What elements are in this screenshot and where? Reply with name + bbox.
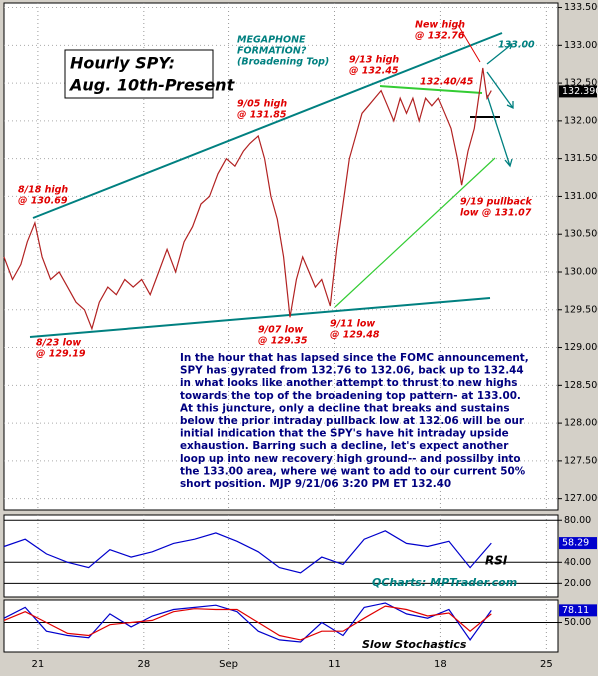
commentary-line: exhaustion. Barring such a decline, let'… [180,440,509,452]
annotation: 9/13 high [349,55,399,66]
y-tick-label: 128.0000 [564,418,598,429]
annotation: MEGAPHONE [237,35,306,46]
y-tick-label: 133.5000 [564,2,598,13]
chart-title: Aug. 10th-Present [68,76,236,95]
data-line [3,530,492,574]
x-tick-label: 11 [328,659,341,670]
data-line [3,602,492,643]
annotation: @ 132.45 [349,66,399,77]
y-tick-label: 129.0000 [564,342,598,353]
commentary-line: In the hour that has lapsed since the FO… [180,352,529,364]
data-line [3,67,492,331]
y-tick-label: 128.5000 [564,380,598,391]
last-value-label: 132.3900 [562,86,598,97]
y-tick-label: 132.5000 [564,78,598,89]
commentary-line: short position. MJP 9/21/06 3:20 PM ET 1… [180,478,451,490]
annotation: 9/19 pullback [460,197,533,208]
annotation: (Broadening Top) [237,57,329,68]
x-tick-label: 21 [32,659,45,670]
annotation: 9/11 low [330,319,375,330]
annotation: 9/07 low [258,325,303,336]
annotation: @ 129.48 [330,330,380,341]
commentary-line: in what looks like another attempt to th… [180,377,517,389]
source-label: QCharts: MPTrader.com [372,576,517,589]
annotation: 9/05 high [237,99,287,110]
commentary-line: initial indication that the SPY's have h… [180,428,509,440]
y-tick-label: 20.00 [564,578,591,589]
lower-trendline [29,297,491,338]
pointer [457,24,481,63]
rsi-label: RSI [485,554,508,568]
last-value-box [559,537,597,550]
annotation: @ 132.76 [415,31,465,42]
resistance-line [379,85,483,94]
y-tick-label: 132.0000 [564,115,598,126]
trend-lines [29,24,514,338]
y-tick-label: 129.5000 [564,304,598,315]
annotation: 8/23 low [36,338,81,349]
projection-arrows [486,43,514,168]
last-value-label: 78.11 [562,605,589,616]
annotation: @ 129.35 [258,336,308,347]
annotation: @ 129.19 [36,349,86,360]
y-tick-label: 133.0000 [564,40,598,51]
annotation: 133.00 [498,40,535,51]
commentary-line: the 133.00 area, where we want to add to… [180,465,526,477]
commentary-line: SPY has gyrated from 132.76 to 132.06, b… [180,365,524,377]
annotation: @ 131.85 [237,110,287,121]
support-line [334,157,496,308]
commentary-line: At this juncture, only a decline that br… [180,402,510,414]
annotation: New high [415,20,465,31]
last-value-box [559,85,597,98]
chart-title: Hourly SPY: [70,54,175,73]
last-value-box [559,604,597,617]
x-tick-label: Sep [219,659,238,670]
x-tick-label: 28 [137,659,150,670]
stochastics-label: Slow Stochastics [362,638,467,651]
x-tick-label: 25 [540,659,553,670]
annotation: low @ 131.07 [460,208,532,219]
annotation: 8/18 high [18,185,68,196]
last-value-label: 58.29 [562,538,589,549]
y-tick-label: 131.0000 [564,191,598,202]
data-line [3,605,492,641]
y-tick-label: 131.5000 [564,153,598,164]
commentary-line: loop up into new recovery high ground-- … [180,453,521,465]
commentary-line: towards the top of the broadening top pa… [180,390,521,402]
annotation: @ 130.69 [18,196,68,207]
y-tick-label: 127.0000 [564,493,598,504]
y-tick-label: 80.00 [564,515,591,526]
annotation: FORMATION? [237,46,307,57]
y-tick-label: 130.0000 [564,266,598,277]
title-box [64,49,214,99]
annotation: 132.40/45 [420,77,474,88]
upper-trendline [32,32,503,219]
y-tick-label: 127.5000 [564,455,598,466]
y-tick-label: 40.00 [564,557,591,568]
x-tick-label: 18 [434,659,447,670]
y-tick-label: 50.00 [564,617,591,628]
stochastics-panel [3,599,559,653]
y-tick-label: 130.5000 [564,229,598,240]
commentary-line: below the prior intraday pullback low at… [180,415,525,427]
